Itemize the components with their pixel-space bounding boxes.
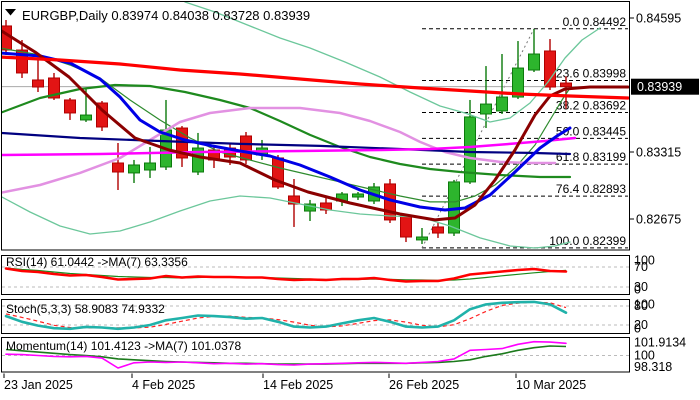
candle-bear <box>32 79 44 88</box>
momentum-axis-label: 100 <box>634 349 655 363</box>
moving-average-lines <box>2 2 629 249</box>
chart-title: EURGBP,Daily 0.83974 0.84038 0.83728 0.8… <box>22 8 310 23</box>
fib-level-label: 23.6 0.83998 <box>556 66 626 80</box>
ma-blue <box>2 51 572 212</box>
candle-bull <box>80 114 92 121</box>
rsi-axis-label: 0 <box>634 283 641 297</box>
stoch-series <box>2 300 629 331</box>
rsi-axis-label: 100 <box>634 254 655 268</box>
candle-bear <box>560 82 572 88</box>
candle-bull <box>512 67 524 98</box>
fib-level-label: 100.0 0.82399 <box>549 234 626 248</box>
ma-red <box>2 55 629 100</box>
candle-bear <box>48 77 60 99</box>
price-axis-label: 0.84595 <box>636 12 681 26</box>
bollinger-lower <box>2 195 571 249</box>
momentum-label: Momentum(14) 101.4123 ->MA(7) 101.0378 <box>6 339 241 353</box>
ma-plum <box>2 106 557 194</box>
candle-bear <box>16 49 28 74</box>
date-axis[interactable]: 23 Jan 2025 4 Feb 2025 14 Feb 2025 26 Fe… <box>3 373 586 393</box>
rsi-label: RSI(14) 61.0442 ->MA(7) 63.3356 <box>6 255 188 269</box>
fibonacci-retracement <box>421 28 628 249</box>
candle-bull <box>528 53 540 71</box>
candle-bear <box>240 135 252 161</box>
candle-bear <box>320 202 332 211</box>
fib-level-label: 76.4 0.82893 <box>556 182 626 196</box>
main-chart-panel[interactable] <box>1 1 630 251</box>
fib-level-label: 50.0 0.83445 <box>556 124 626 138</box>
candle-bull <box>496 96 508 112</box>
stoch-main-line <box>4 300 568 331</box>
rsi-main-line <box>4 267 568 283</box>
candle-bear <box>288 195 300 205</box>
stoch-label: Stoch(5,3,3) 58.9083 74.9332 <box>6 302 165 316</box>
candle-bear <box>64 99 76 114</box>
date-axis-label: 4 Feb 2025 <box>132 378 195 392</box>
momentum-axis-label: 101.9134 <box>634 336 686 350</box>
ma-maroon <box>2 29 629 222</box>
candle-bear <box>112 162 124 173</box>
stoch-axis-label: 20 <box>634 318 648 332</box>
stoch-axis-label: 100 <box>634 298 655 312</box>
ma-navy <box>2 131 572 156</box>
date-axis-label: 10 Mar 2025 <box>516 378 586 392</box>
fib-labels-layer: 0.0 0.84492 23.6 0.83998 38.2 0.83692 50… <box>549 15 626 248</box>
candle-bull <box>416 236 428 241</box>
candle-bull <box>128 164 140 174</box>
momentum-axis-label: 98.318 <box>634 360 672 374</box>
candle-bull <box>192 147 204 173</box>
date-axis-label: 26 Feb 2025 <box>389 378 459 392</box>
candle-bull <box>480 103 492 115</box>
current-price-value: 0.83939 <box>637 80 682 94</box>
date-axis-label: 23 Jan 2025 <box>4 378 73 392</box>
candle-bear <box>2 25 12 51</box>
bollinger-upper <box>184 2 601 123</box>
fib-trendline <box>421 28 535 249</box>
stoch-axis-label: 0 <box>634 322 641 336</box>
fib-level-label: 61.8 0.83199 <box>556 150 626 164</box>
candle-bear <box>400 215 412 238</box>
ma-magenta <box>2 136 577 157</box>
momentum-series <box>2 340 629 369</box>
candle-bear <box>432 226 444 234</box>
rsi-series <box>2 266 629 288</box>
rsi-axis-label: 70 <box>634 260 648 274</box>
fib-level-label: 38.2 0.83692 <box>556 99 626 113</box>
candle-bull <box>144 162 156 171</box>
price-axis-label: 0.82675 <box>636 213 681 227</box>
rsi-axis-label: 30 <box>634 280 648 294</box>
symbol-dropdown-icon[interactable] <box>5 9 16 16</box>
price-axis[interactable]: 0.84595 0.83315 0.82675 0.83939 100 70 3… <box>629 12 699 375</box>
stoch-axis-label: 80 <box>634 299 648 313</box>
price-axis-label: 0.83315 <box>636 146 681 160</box>
fib-level-label: 0.0 0.84492 <box>563 15 627 29</box>
current-price-badge <box>631 78 699 95</box>
candle-bull <box>464 116 476 183</box>
momentum-main-line <box>5 340 567 369</box>
rsi-panel[interactable] <box>1 255 630 295</box>
candle-bull <box>352 193 364 198</box>
date-axis-label: 14 Feb 2025 <box>263 378 333 392</box>
candle-bear <box>544 50 556 88</box>
